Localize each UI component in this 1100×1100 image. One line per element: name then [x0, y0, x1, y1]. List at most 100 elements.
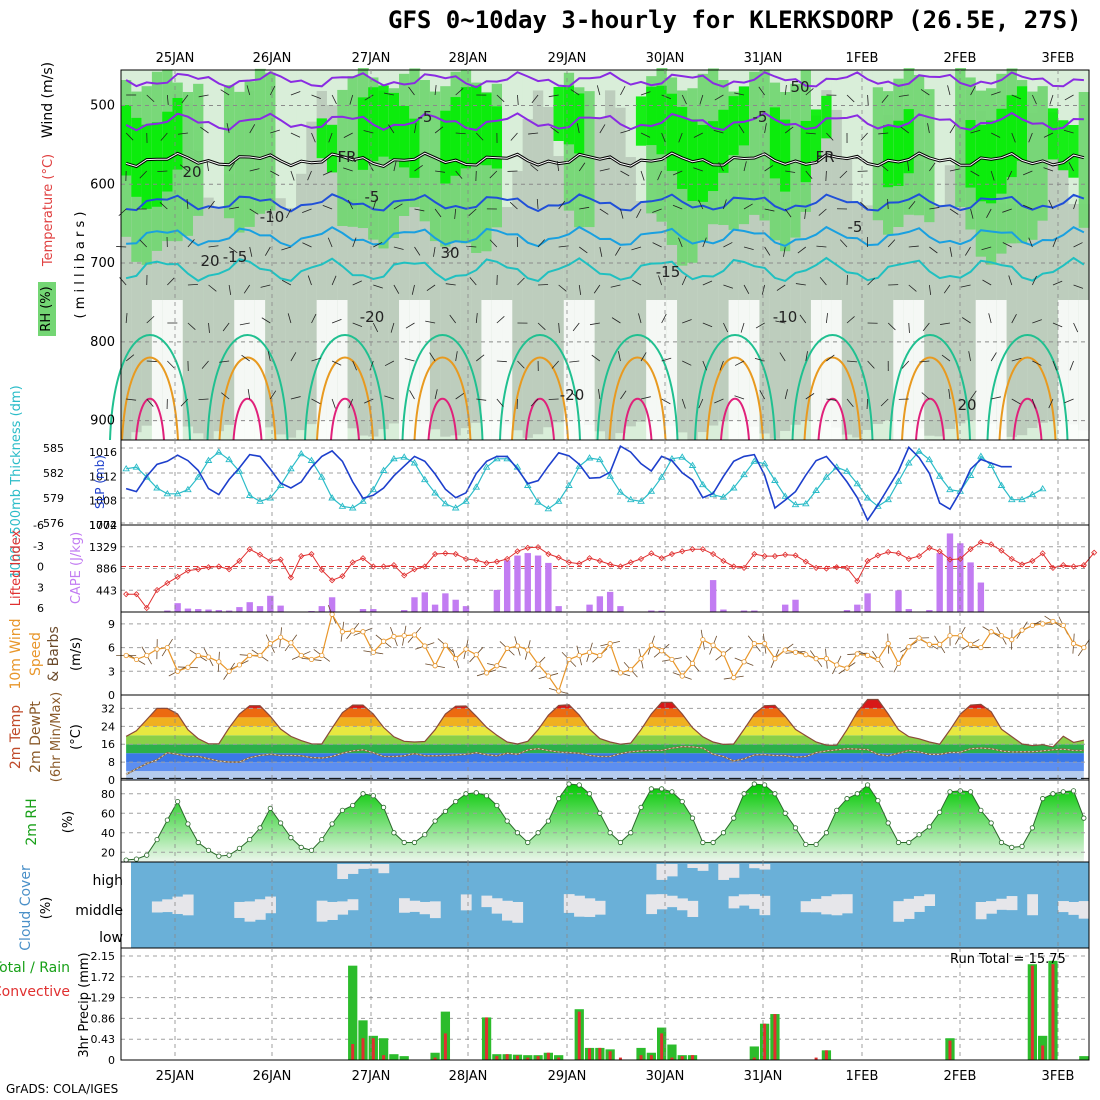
rh-dry-column	[728, 300, 740, 440]
contour-label: -20	[560, 386, 585, 404]
wind-barb	[411, 284, 415, 295]
rh2m-point	[380, 804, 387, 811]
cape-bar	[328, 597, 336, 612]
wind-barb	[901, 360, 910, 369]
thickness-point	[493, 454, 501, 462]
precip-convective-bar	[557, 1057, 561, 1060]
precip-convective-bar	[680, 1056, 684, 1060]
thickness-point	[904, 459, 913, 466]
contour-label: 20	[957, 396, 976, 414]
rh-dry-column	[502, 300, 513, 440]
isotherm-30	[817, 397, 848, 441]
cape-bar	[370, 609, 377, 612]
rh2m-point	[628, 830, 634, 836]
li-label: Lifted Index	[9, 529, 24, 606]
rh-grey-band	[532, 90, 544, 435]
rh2m-point	[669, 789, 675, 795]
li-point	[318, 566, 325, 574]
thickness-point	[348, 504, 357, 511]
wind-barb	[159, 201, 168, 210]
wind-barb	[940, 322, 951, 325]
wind-barb	[632, 279, 642, 286]
wind-barb	[949, 246, 953, 257]
cape-bar	[164, 610, 171, 612]
wind10-point	[453, 656, 459, 662]
wind-barb	[921, 392, 930, 400]
li-point	[586, 555, 593, 562]
thickness-point	[925, 455, 934, 463]
wind-barb	[270, 170, 280, 177]
thickness-point	[359, 497, 367, 504]
thickness-point	[194, 473, 203, 480]
wind-barb	[867, 94, 869, 106]
wind-barb	[947, 85, 951, 96]
thickness-point	[606, 472, 614, 479]
rh-grey-band	[450, 119, 462, 436]
wind-barb	[1011, 132, 1016, 143]
thickness-point	[420, 475, 429, 483]
wind-barb	[775, 320, 786, 324]
wind-barb	[620, 170, 630, 177]
rh2m-point	[195, 839, 201, 846]
li-point	[627, 559, 634, 566]
rh-grey-band	[965, 90, 977, 421]
cloud-mid-gap	[481, 895, 493, 908]
wind-barb	[208, 284, 217, 292]
thickness-point	[287, 464, 295, 472]
cloud-level-high: high	[92, 873, 123, 889]
wind10-point	[175, 668, 181, 674]
wind-barb	[290, 170, 295, 181]
thickness-point	[163, 489, 172, 497]
wind-barb	[805, 393, 815, 400]
temp-band	[126, 744, 1084, 754]
cloud-units-label: (%)	[39, 897, 54, 920]
rh2m-point	[906, 839, 912, 846]
wind-barb	[476, 398, 487, 401]
wind-barb	[1011, 357, 1022, 362]
li-point	[833, 564, 840, 571]
li-tick: 3	[37, 581, 44, 594]
isotherm-25	[121, 356, 179, 441]
rh2m-point	[617, 839, 624, 846]
wind-barb	[475, 313, 478, 324]
wind-barb	[839, 239, 848, 248]
wind-barb	[331, 319, 342, 324]
rh2m-point	[473, 790, 479, 796]
rh2m-point	[834, 807, 840, 813]
thickness-point	[760, 459, 769, 467]
thickness-point	[554, 497, 563, 504]
wind-barb	[1031, 94, 1037, 105]
profile-tick: 800	[90, 335, 115, 350]
li-point	[421, 563, 428, 570]
wind-barb	[287, 313, 292, 324]
rh2m-point	[854, 791, 860, 797]
rh-grey-band	[347, 198, 359, 429]
thickness-point	[441, 499, 450, 507]
precip-convective-label: Convective	[0, 984, 70, 1000]
rh2m-point	[1050, 791, 1056, 797]
wind10-point	[844, 665, 850, 671]
rh-mid-band	[223, 85, 235, 219]
wind10-point	[288, 640, 294, 646]
rh-bright-band	[697, 124, 709, 202]
wind-barb	[652, 208, 662, 213]
temp-band	[126, 762, 1084, 772]
li-point	[988, 541, 995, 548]
wind-barb	[640, 352, 647, 362]
slp-tick: 1012	[89, 470, 117, 483]
thickness-point	[843, 467, 851, 474]
wind-barb	[949, 208, 959, 215]
cape-bar	[946, 533, 954, 612]
wind-barb	[1052, 360, 1057, 371]
wind-barb	[531, 94, 539, 104]
date-label-bottom: 30JAN	[646, 1069, 685, 1084]
slp-line	[125, 444, 1012, 522]
rh-grey-band	[584, 170, 596, 425]
rh-mid-band	[749, 71, 761, 215]
wind-barb	[221, 392, 230, 400]
wind-barb	[435, 170, 446, 173]
rh-grey-band	[944, 165, 956, 429]
date-label-top: 30JAN	[646, 51, 685, 66]
wind-barb	[208, 245, 219, 248]
wind10-point	[906, 644, 912, 650]
